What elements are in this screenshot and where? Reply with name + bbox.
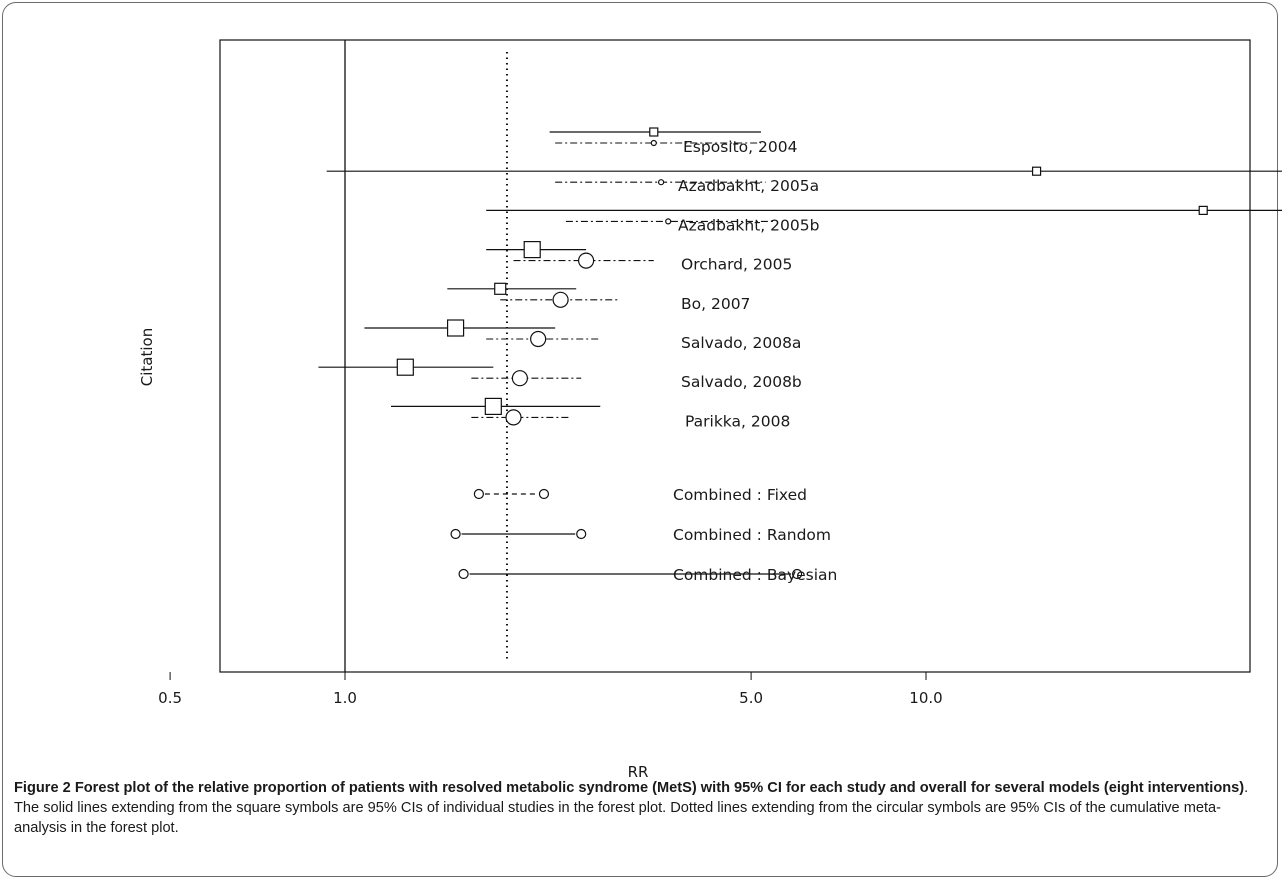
x-tick-label: 0.5 [158,689,182,707]
study-label: Azadbakht, 2005a [678,177,819,195]
combined-upper-circle [538,488,550,500]
x-tick-label: 5.0 [739,689,763,707]
y-axis-label: Citation [138,328,156,386]
combined-upper-circle [576,528,587,540]
combined-label: Combined : Fixed [673,486,807,504]
study-point-square [523,241,541,259]
combined-lower-circle [450,528,461,540]
study-point-square [396,358,414,376]
study-label: Salvado, 2008b [681,373,802,391]
study-point-square [649,127,659,137]
caption-title: Figure 2 Forest plot of the relative pro… [14,780,1245,796]
caption-text: . The solid lines extending from the squ… [14,780,1249,836]
cumulative-point-circle [505,409,522,426]
study-label: Azadbakht, 2005b [678,216,819,234]
combined-lower-circle [473,488,484,500]
study-point-square [1198,205,1208,215]
combined-upper-circle [792,568,803,580]
study-label: Parikka, 2008 [685,412,790,430]
study-label: Esposito, 2004 [683,138,797,156]
x-axis-label: RR [628,763,649,780]
x-tick-label: 1.0 [333,689,357,707]
study-label: Bo, 2007 [681,295,750,313]
cumulative-point-circle [665,218,672,225]
study-point-square [446,319,465,337]
cumulative-point-circle [658,179,665,186]
study-point-square [1031,166,1042,176]
cumulative-point-circle [511,370,528,387]
plot-area-border [219,39,1251,673]
cumulative-point-circle [577,252,595,269]
cumulative-point-circle [650,139,657,147]
study-label: Orchard, 2005 [681,256,792,274]
study-label: Salvado, 2008a [681,334,801,352]
forest-plot: Citation RR 0.51.05.010.050.0100.0500.0 … [138,39,1282,780]
cumulative-point-circle [552,291,569,308]
study-point-square [484,397,502,415]
cumulative-point-circle [530,330,547,348]
x-tick-label: 10.0 [909,689,942,707]
study-point-square [494,282,507,295]
combined-label: Combined : Random [673,526,831,544]
combined-label: Combined : Bayesian [673,566,837,584]
figure-caption: Figure 2 Forest plot of the relative pro… [14,778,1270,838]
combined-lower-circle [458,568,469,580]
